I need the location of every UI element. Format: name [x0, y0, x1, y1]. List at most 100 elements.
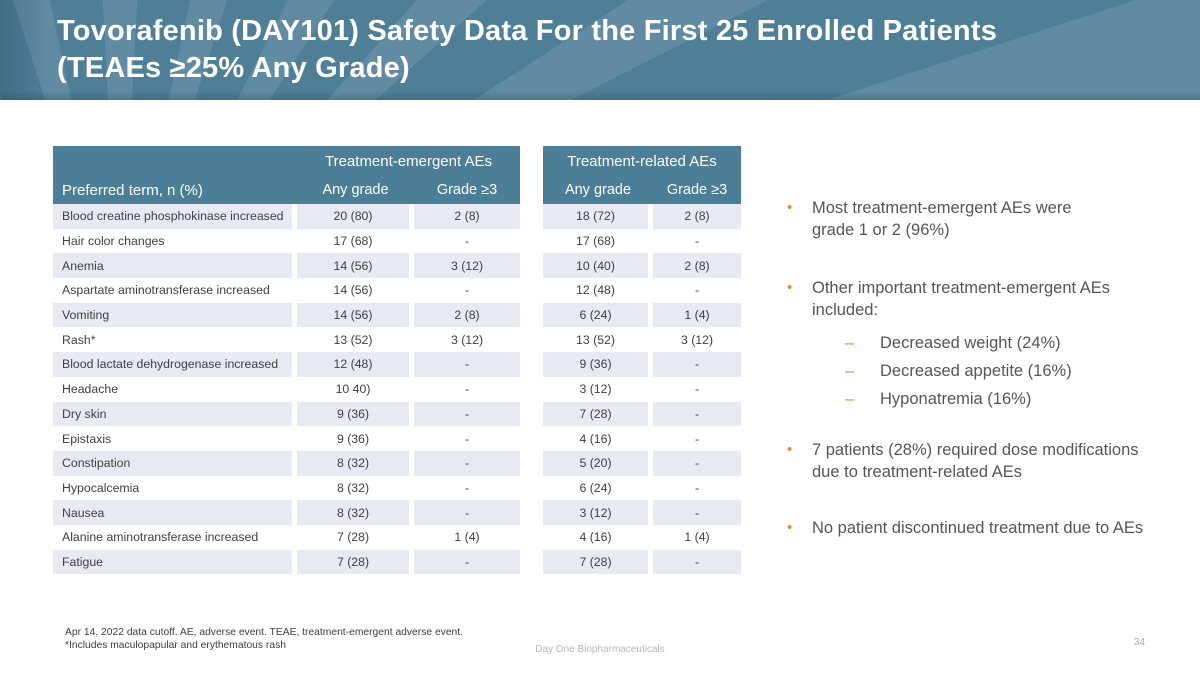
cell-tr-any-grade: 7 (28): [543, 549, 648, 575]
cell-tr-grade3: -: [653, 426, 741, 451]
cell-tr-grade3: -: [653, 278, 741, 303]
slide-title: Tovorafenib (DAY101) Safety Data For the…: [57, 13, 997, 87]
cell-te-grade3: -: [414, 376, 520, 402]
treatment-emergent-table-body: Blood creatine phosphokinase increased 20…: [53, 204, 520, 575]
cell-preferred-term: Nausea: [53, 500, 292, 525]
column-header-tr-grade3: Grade ≥3: [666, 182, 728, 198]
bullet-text: 7 patients (28%) required dose modificat…: [812, 439, 1178, 483]
safety-data-tables: Treatment-emergent AEs Preferred term, n…: [53, 146, 741, 575]
teae-table-row: Anemia 14 (56) 3 (12): [53, 253, 520, 279]
sub-bullet-item: – Hyponatremia (16%): [845, 385, 1178, 413]
slide-title-line2: (TEAEs ≥25% Any Grade): [57, 52, 410, 84]
cell-tr-grade3: 3 (12): [653, 327, 741, 353]
cell-tr-grade3: -: [653, 450, 741, 476]
bullet-text-line: grade 1 or 2 (96%): [812, 221, 950, 239]
column-header-tr-any-grade: Any grade: [564, 182, 632, 198]
bullet-dot-icon: •: [787, 199, 793, 216]
teae-table-row: Blood creatine phosphokinase increased 20…: [53, 204, 520, 229]
cell-preferred-term: Blood lactate dehydrogenase increased: [53, 352, 292, 377]
cell-te-any-grade: 13 (52): [297, 327, 409, 353]
cell-tr-grade3: -: [653, 475, 741, 501]
cell-te-grade3: 2 (8): [414, 204, 520, 229]
cell-te-grade3: 1 (4): [414, 524, 520, 550]
bullet-text: Most treatment-emergent AEs were grade 1 …: [812, 197, 1178, 241]
cell-preferred-term: Hypocalcemia: [53, 475, 292, 501]
cell-te-grade3: 2 (8): [414, 302, 520, 328]
column-header-te-grade3: Grade ≥3: [436, 182, 498, 198]
cell-te-any-grade: 7 (28): [297, 549, 409, 575]
cell-te-any-grade: 10 40): [297, 376, 409, 402]
cell-te-any-grade: 8 (32): [297, 475, 409, 501]
slide-title-line1: Tovorafenib (DAY101) Safety Data For the…: [57, 15, 998, 47]
footnotes: Apr 14, 2022 data cutoff. AE, adverse ev…: [65, 626, 463, 652]
cell-tr-any-grade: 10 (40): [543, 253, 648, 279]
cell-preferred-term: Blood creatine phosphokinase increased: [53, 204, 292, 229]
cell-te-grade3: -: [414, 352, 520, 377]
cell-tr-any-grade: 4 (16): [543, 426, 648, 451]
cell-te-grade3: -: [414, 228, 520, 254]
treatment-related-table-body: 18 (72) 2 (8) 17 (68) -10 (40) 2 (8) 12 (48) -…: [543, 204, 741, 575]
cell-preferred-term: Constipation: [53, 450, 292, 476]
teae-table-row: Epistaxis 9 (36) -: [53, 426, 520, 451]
column-header-row: Preferred term, n (%) Any grade Grade ≥3: [53, 176, 520, 204]
sub-bullet-text: Decreased appetite (16%): [880, 362, 1072, 380]
trae-table-row: 3 (12) -: [543, 376, 741, 402]
teae-table-row: Nausea 8 (32) -: [53, 500, 520, 525]
cell-tr-any-grade: 6 (24): [543, 302, 648, 328]
cell-preferred-term: Alanine aminotransferase increased: [53, 524, 292, 550]
cell-te-any-grade: 17 (68): [297, 228, 409, 254]
teae-table-row: Constipation 8 (32) -: [53, 450, 520, 476]
cell-tr-any-grade: 3 (12): [543, 500, 648, 525]
cell-tr-any-grade: 7 (28): [543, 401, 648, 427]
cell-tr-any-grade: 17 (68): [543, 228, 648, 254]
cell-te-any-grade: 14 (56): [297, 253, 409, 279]
teae-table-row: Dry skin 9 (36) -: [53, 401, 520, 427]
group-header-row: Treatment-emergent AEs: [53, 146, 520, 176]
teae-table-row: Alanine aminotransferase increased 7 (28)…: [53, 524, 520, 550]
column-header-row: Any grade Grade ≥3: [543, 176, 741, 204]
cell-preferred-term: Fatigue: [53, 549, 292, 575]
bullet-text-line: 7 patients (28%) required dose modificat…: [812, 441, 1139, 459]
cell-tr-grade3: 1 (4): [653, 302, 741, 328]
dash-icon: –: [845, 362, 855, 380]
sub-bullet-text: Decreased weight (24%): [880, 334, 1061, 352]
cell-te-grade3: -: [414, 500, 520, 525]
cell-preferred-term: Headache: [53, 376, 292, 402]
cell-tr-any-grade: 6 (24): [543, 475, 648, 501]
dash-icon: –: [845, 334, 855, 352]
treatment-emergent-table: Treatment-emergent AEs Preferred term, n…: [53, 146, 520, 575]
cell-tr-any-grade: 3 (12): [543, 376, 648, 402]
group-header-row: Treatment-related AEs: [543, 146, 741, 176]
bullet-item: • No patient discontinued treatment due t…: [783, 517, 1178, 539]
trae-table-row: 10 (40) 2 (8): [543, 253, 741, 279]
cell-te-any-grade: 12 (48): [297, 352, 409, 377]
teae-table-row: Fatigue 7 (28) -: [53, 549, 520, 575]
sub-bullet-item: – Decreased weight (24%): [845, 329, 1178, 357]
trae-table-row: 6 (24) -: [543, 475, 741, 501]
cell-te-any-grade: 9 (36): [297, 401, 409, 427]
teae-table-row: Vomiting 14 (56) 2 (8): [53, 302, 520, 328]
treatment-emergent-table-header: Treatment-emergent AEs Preferred term, n…: [53, 146, 520, 204]
cell-preferred-term: Vomiting: [53, 302, 292, 328]
trae-table-row: 9 (36) -: [543, 352, 741, 377]
column-header-te-any-grade: Any grade: [322, 182, 389, 198]
cell-tr-grade3: -: [653, 352, 741, 377]
cell-te-grade3: -: [414, 426, 520, 451]
column-header-preferred-term: Preferred term, n (%): [62, 181, 203, 199]
footnote-line2: *Includes maculopapular and erythematous…: [65, 640, 286, 651]
cell-te-grade3: -: [414, 401, 520, 427]
cell-tr-grade3: 2 (8): [653, 253, 741, 279]
cell-te-grade3: -: [414, 475, 520, 501]
company-brand-label: Day One Biopharmaceuticals: [535, 644, 665, 655]
cell-tr-grade3: -: [653, 401, 741, 427]
cell-preferred-term: Epistaxis: [53, 426, 292, 451]
trae-table-row: 6 (24) 1 (4): [543, 302, 741, 328]
cell-tr-grade3: 2 (8): [653, 204, 741, 229]
treatment-related-table-header: Treatment-related AEs Any grade Grade ≥3: [543, 146, 741, 204]
page-number: 34: [1133, 637, 1145, 648]
trae-table-row: 17 (68) -: [543, 228, 741, 254]
cell-preferred-term: Rash*: [53, 327, 292, 353]
sub-bullet-text: Hyponatremia (16%): [880, 390, 1032, 408]
cell-preferred-term: Dry skin: [53, 401, 292, 427]
trae-table-row: 4 (16) -: [543, 426, 741, 451]
